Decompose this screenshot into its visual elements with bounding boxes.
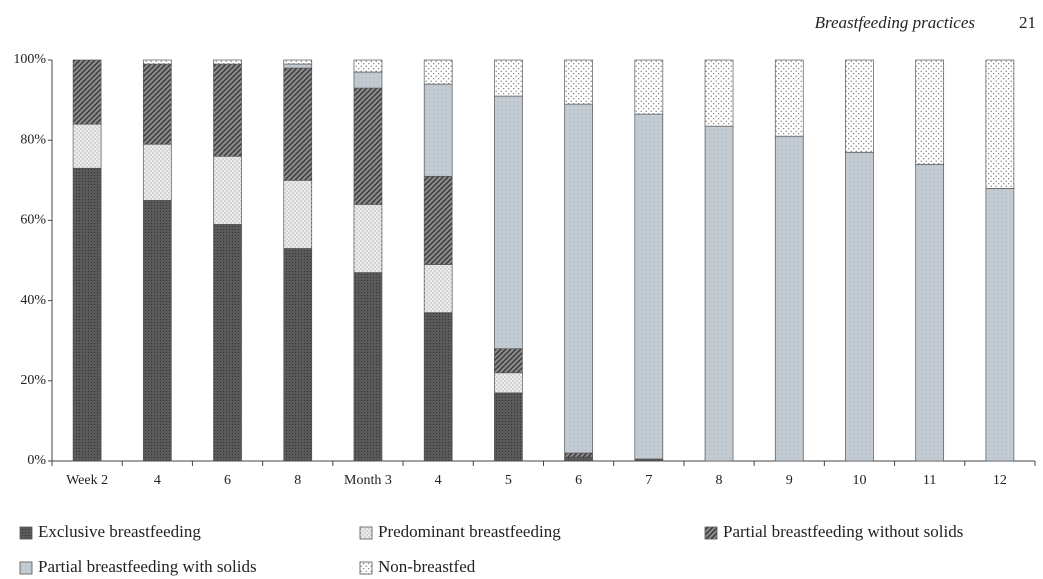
bar-segment	[704, 125, 734, 462]
legend-label: Partial breastfeeding without solids	[723, 522, 963, 541]
bar-segment	[283, 67, 313, 181]
bar-segment	[213, 59, 242, 65]
bar-segment	[494, 59, 523, 97]
x-tick-label: 10	[852, 473, 866, 488]
x-tick-label: 9	[786, 473, 793, 488]
bar-segment	[494, 348, 523, 374]
legend-swatch	[19, 526, 33, 540]
bar-segment	[142, 200, 172, 462]
bar-segment	[774, 59, 804, 137]
bar-segment	[774, 135, 804, 462]
bar-segment	[985, 187, 1015, 462]
bar-segment	[423, 59, 453, 85]
page-number: 21	[1019, 13, 1036, 32]
x-tick-label: 11	[923, 473, 936, 488]
y-tick-label: 0%	[27, 453, 46, 468]
x-tick-label: Week 2	[66, 473, 108, 488]
bar-segment	[142, 59, 172, 65]
legend-label: Predominant breastfeeding	[378, 522, 561, 541]
bar-segment	[564, 452, 593, 458]
bar-segment	[283, 63, 313, 69]
bar-segment	[985, 59, 1015, 189]
bar-segment	[142, 63, 172, 145]
bar-segment	[353, 59, 383, 73]
legend-swatch	[359, 526, 373, 540]
bar-segment	[353, 204, 383, 273]
bar-segment	[423, 264, 453, 313]
bar-segment	[494, 392, 523, 462]
bar-segment	[72, 167, 102, 462]
x-tick-label: 4	[154, 473, 161, 488]
bar-segment	[845, 151, 874, 462]
bar-segment	[634, 59, 664, 115]
bar-segment	[564, 103, 593, 454]
legend-swatch	[359, 561, 373, 575]
bar-segment	[915, 59, 945, 165]
bar-segment	[283, 248, 313, 462]
legend-label: Partial breastfeeding with solids	[38, 557, 257, 576]
bar-segment	[915, 163, 945, 462]
legend-label: Exclusive breastfeeding	[38, 522, 201, 541]
x-tick-label: 6	[224, 473, 231, 488]
y-tick-label: 80%	[20, 132, 46, 147]
bar-segment	[213, 63, 242, 157]
legend-label: Non-breastfed	[378, 557, 476, 576]
bar-segment	[353, 87, 383, 205]
bar-segment	[72, 59, 102, 125]
x-tick-label: 6	[575, 473, 582, 488]
bar-segment	[845, 59, 874, 153]
x-tick-label: 12	[993, 473, 1007, 488]
bar-segment	[423, 175, 453, 265]
bar-segment	[494, 372, 523, 394]
bar-segment	[72, 123, 102, 169]
y-tick-label: 60%	[20, 213, 46, 228]
y-tick-label: 40%	[20, 293, 46, 308]
bar-segment	[423, 312, 453, 462]
x-tick-label: 8	[294, 473, 301, 488]
legend-swatch	[704, 526, 718, 540]
x-tick-label: 4	[435, 473, 442, 488]
bar-segment	[283, 179, 313, 249]
bar-segment	[142, 143, 172, 201]
bar-segment	[564, 456, 593, 462]
x-tick-label: Month 3	[344, 473, 392, 488]
y-tick-label: 100%	[13, 52, 46, 67]
bar-segment	[353, 71, 383, 89]
y-tick-label: 20%	[20, 373, 46, 388]
bar-segment	[564, 59, 593, 105]
bar-segment	[353, 272, 383, 462]
bar-segment	[213, 155, 242, 225]
bar-segment	[423, 83, 453, 177]
x-tick-label: 8	[716, 473, 723, 488]
bar-segment	[283, 59, 313, 65]
header-title: Breastfeeding practices	[815, 13, 976, 32]
legend-swatch	[19, 561, 33, 575]
bar-segment	[704, 59, 734, 127]
x-tick-label: 5	[505, 473, 512, 488]
bar-segment	[494, 95, 523, 350]
bar-segment	[213, 224, 242, 462]
bar-segment	[634, 113, 664, 460]
x-tick-label: 7	[645, 473, 652, 488]
